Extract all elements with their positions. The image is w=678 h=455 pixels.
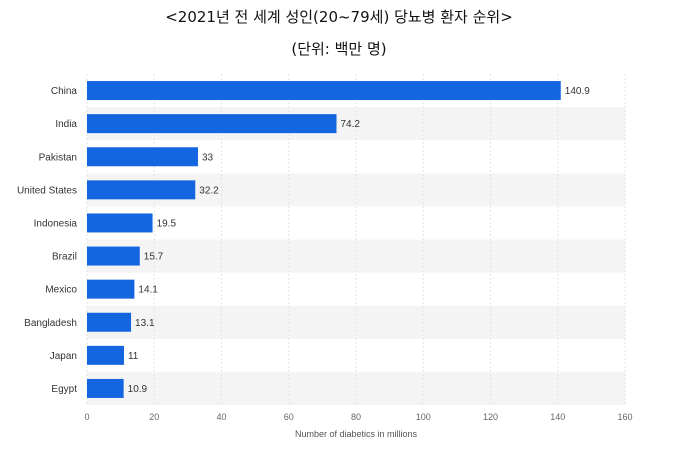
x-tick-label: 40 — [216, 412, 226, 422]
value-label: 74.2 — [340, 119, 360, 130]
chart-title: <2021년 전 세계 성인(20~79세) 당뇨병 환자 순위> — [165, 8, 513, 26]
category-label: Japan — [50, 351, 77, 362]
x-tick-label: 80 — [351, 412, 361, 422]
bar-china — [87, 81, 561, 101]
bar-mexico — [87, 279, 135, 299]
value-label: 33 — [202, 152, 214, 163]
value-label: 15.7 — [144, 252, 164, 263]
x-tick-label: 140 — [550, 412, 565, 422]
x-tick-label: 60 — [284, 412, 294, 422]
category-label: Brazil — [52, 252, 77, 263]
category-label: China — [51, 86, 78, 97]
value-label: 10.9 — [128, 384, 148, 395]
category-label: Mexico — [45, 285, 77, 296]
category-label: Indonesia — [34, 218, 78, 229]
category-label: United States — [17, 185, 77, 196]
value-label: 11 — [128, 351, 139, 362]
bar-brazil — [87, 246, 140, 266]
value-label: 32.2 — [199, 185, 219, 196]
bar-united-states — [87, 180, 196, 200]
category-label: India — [55, 119, 77, 130]
chart-subtitle: (단위: 백만 명) — [291, 40, 387, 58]
x-tick-label: 120 — [483, 412, 498, 422]
bar-egypt — [87, 378, 124, 398]
bar-indonesia — [87, 213, 153, 233]
category-label: Bangladesh — [24, 318, 77, 329]
value-label: 19.5 — [157, 218, 177, 229]
category-label: Pakistan — [39, 152, 77, 163]
bar-bangladesh — [87, 312, 132, 332]
x-axis-label: Number of diabetics in millions — [295, 429, 418, 439]
x-tick-label: 100 — [416, 412, 431, 422]
x-tick-label: 20 — [149, 412, 159, 422]
bar-japan — [87, 345, 124, 365]
bar-pakistan — [87, 147, 198, 167]
value-label: 13.1 — [135, 318, 155, 329]
value-label: 140.9 — [565, 86, 590, 97]
row-band — [87, 371, 625, 405]
x-tick-label: 0 — [84, 412, 89, 422]
value-label: 14.1 — [138, 285, 158, 296]
x-tick-label: 160 — [617, 412, 632, 422]
category-label: Egypt — [51, 384, 77, 395]
bar-india — [87, 114, 337, 134]
